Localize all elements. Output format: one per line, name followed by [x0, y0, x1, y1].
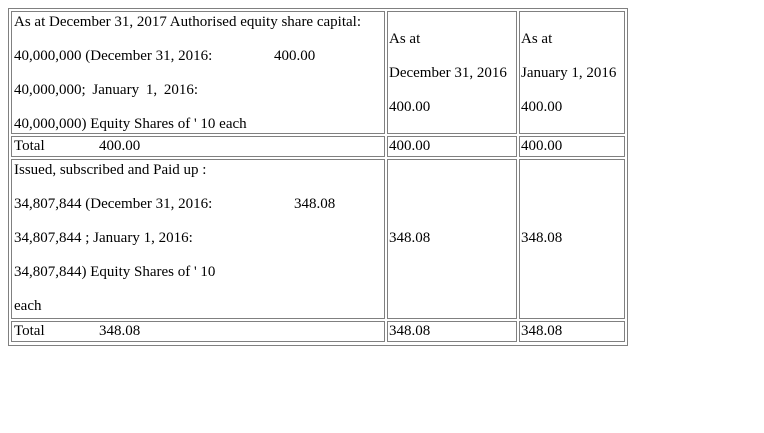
- issued-dec-2016-value: 348.08: [389, 230, 431, 246]
- issued-dec-2016-cell: 348.08: [387, 159, 517, 319]
- jan-2016-as-at: As at: [521, 31, 553, 47]
- authorised-total-value: 400.00: [99, 138, 141, 154]
- issued-shares-each: each: [14, 298, 42, 314]
- issued-jan-2016-cell: 348.08: [519, 159, 625, 319]
- issued-capital-value: 348.08: [294, 196, 336, 212]
- issued-capital-description-cell: Issued, subscribed and Paid up : 34,807,…: [11, 159, 385, 319]
- authorised-capital-heading: As at December 31, 2017 Authorised equit…: [14, 14, 361, 30]
- jan-2016-authorised-value: 400.00: [521, 99, 563, 115]
- issued-total-jan-2016: 348.08: [521, 323, 563, 339]
- authorised-total-jan-2016-cell: 400.00: [519, 136, 625, 157]
- issued-jan-2016-value: 348.08: [521, 230, 563, 246]
- issued-total-dec-2016: 348.08: [389, 323, 431, 339]
- authorised-total-label: Total: [14, 138, 45, 154]
- issued-total-jan-2016-cell: 348.08: [519, 321, 625, 342]
- dec-2016-date: December 31, 2016: [389, 65, 507, 81]
- dec-2016-as-at: As at: [389, 31, 421, 47]
- issued-total-dec-2016-cell: 348.08: [387, 321, 517, 342]
- issued-shares-dec-2016: 34,807,844 (December 31, 2016:: [14, 196, 213, 212]
- authorised-total-cell: Total 400.00: [11, 136, 385, 157]
- authorised-shares-description: 40,000,000) Equity Shares of ' 10 each: [14, 116, 247, 132]
- dec-2016-header-cell: As at December 31, 2016 400.00: [387, 11, 517, 134]
- issued-total-value: 348.08: [99, 323, 141, 339]
- authorised-total-dec-2016-cell: 400.00: [387, 136, 517, 157]
- authorised-total-dec-2016: 400.00: [389, 138, 431, 154]
- issued-shares-description: 34,807,844) Equity Shares of ' 10: [14, 264, 216, 280]
- jan-2016-header-cell: As at January 1, 2016 400.00: [519, 11, 625, 134]
- authorised-total-jan-2016: 400.00: [521, 138, 563, 154]
- jan-2016-date: January 1, 2016: [521, 65, 617, 81]
- authorised-capital-description-cell: As at December 31, 2017 Authorised equit…: [11, 11, 385, 134]
- issued-total-cell: Total 348.08: [11, 321, 385, 342]
- dec-2016-authorised-value: 400.00: [389, 99, 431, 115]
- issued-total-label: Total: [14, 323, 45, 339]
- authorised-shares-dec-2016: 40,000,000 (December 31, 2016:: [14, 48, 213, 64]
- issued-shares-jan-2016: 34,807,844 ; January 1, 2016:: [14, 230, 193, 246]
- share-capital-table: As at December 31, 2017 Authorised equit…: [8, 8, 628, 346]
- authorised-shares-jan-2016: 40,000,000; January 1, 2016:: [14, 82, 198, 98]
- issued-capital-heading: Issued, subscribed and Paid up :: [14, 162, 207, 178]
- authorised-capital-value: 400.00: [274, 48, 316, 64]
